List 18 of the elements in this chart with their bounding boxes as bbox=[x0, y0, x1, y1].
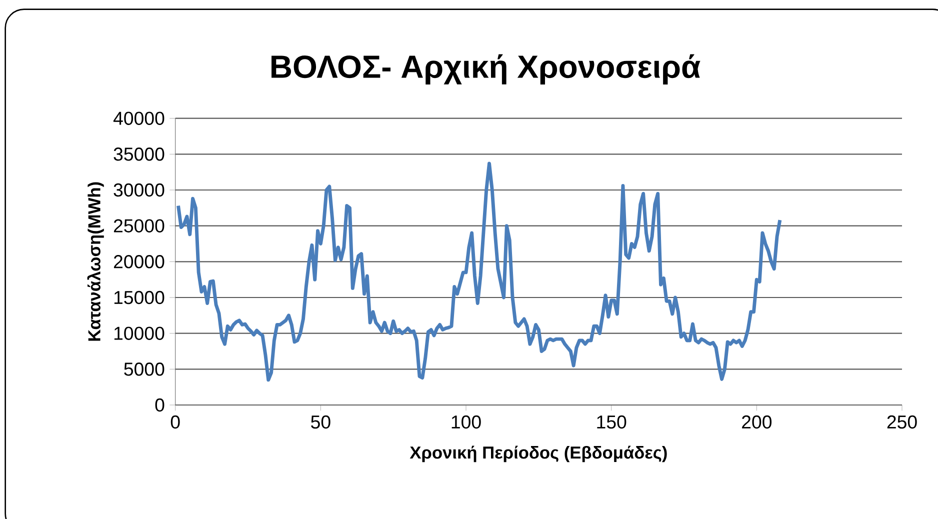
x-tick-label: 50 bbox=[311, 415, 330, 429]
y-tick-label: 5000 bbox=[124, 362, 164, 376]
x-tick-label: 150 bbox=[597, 415, 626, 429]
chart-title: ΒΟΛΟΣ- Αρχική Χρονοσειρά bbox=[272, 54, 700, 84]
x-tick-label: 100 bbox=[452, 415, 481, 429]
x-tick-label: 0 bbox=[170, 415, 180, 429]
y-tick-label: 10000 bbox=[114, 326, 164, 340]
y-tick-label: 15000 bbox=[114, 290, 164, 304]
y-axis-title: Κατανάλωση(MWh) bbox=[87, 182, 104, 341]
y-tick-label: 30000 bbox=[114, 183, 164, 197]
y-tick-label: 25000 bbox=[114, 219, 164, 232]
y-tick-label: 0 bbox=[155, 398, 164, 412]
x-axis-title: Χρονική Περίοδος (Εβδομάδες) bbox=[410, 446, 667, 462]
y-tick-label: 40000 bbox=[113, 112, 164, 125]
y-tick-label: 20000 bbox=[114, 255, 164, 268]
y-tick-label: 35000 bbox=[114, 148, 164, 161]
x-tick-label: 200 bbox=[742, 415, 772, 429]
x-tick-label: 250 bbox=[887, 415, 917, 429]
